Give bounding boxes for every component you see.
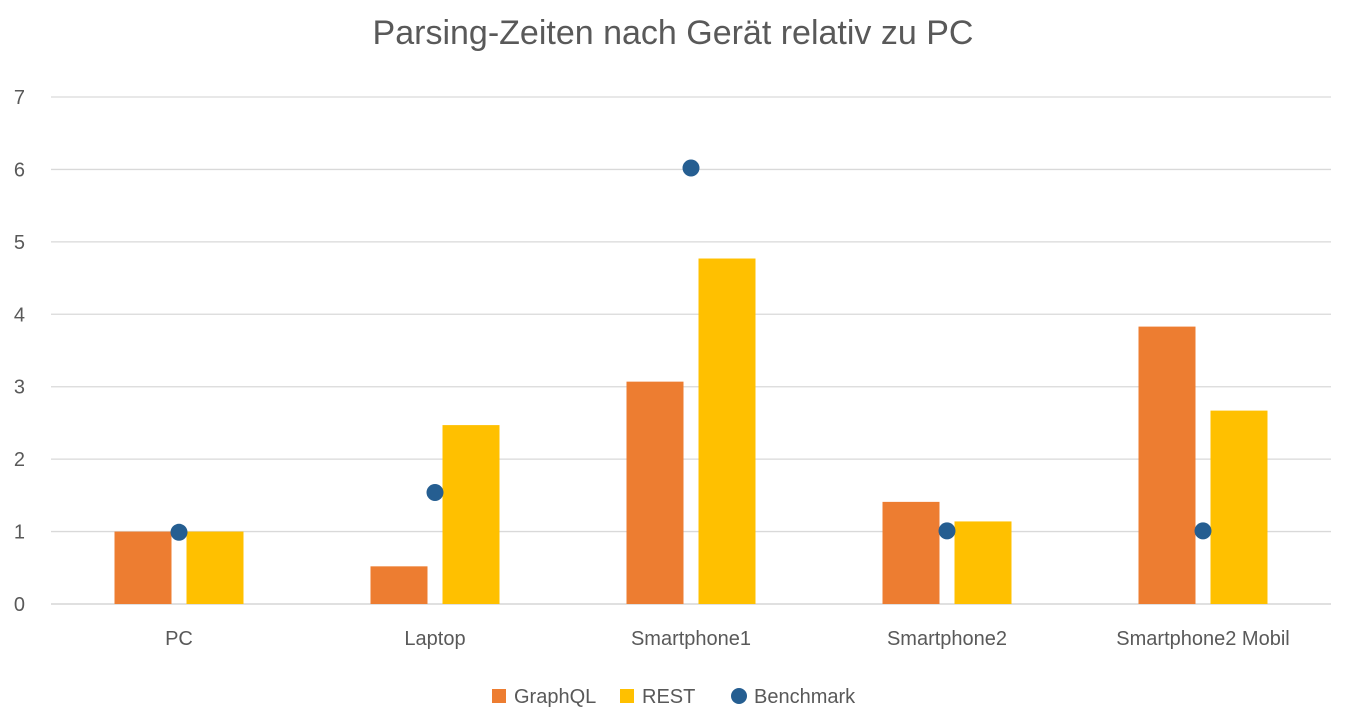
y-tick-label: 6 (14, 159, 25, 181)
x-tick-label: Smartphone1 (631, 628, 751, 650)
legend-swatch-rest (620, 689, 634, 703)
bar-rest-3 (954, 521, 1012, 604)
y-tick-label: 2 (14, 449, 25, 471)
bar-graphql-2 (626, 381, 684, 604)
legend-label-benchmark: Benchmark (754, 686, 856, 708)
x-tick-label: Smartphone2 Mobil (1116, 628, 1289, 650)
legend-label-rest: REST (642, 686, 695, 708)
bar-rest-0 (186, 531, 244, 604)
y-tick-label: 1 (14, 522, 25, 544)
bar-rest-4 (1210, 410, 1268, 604)
point-benchmark-0 (170, 523, 188, 541)
x-axis-ticks: PC Laptop Smartphone1 Smartphone2 Smartphone… (165, 628, 1290, 650)
bar-graphql-0 (114, 531, 172, 604)
y-axis-ticks: 0 1 2 3 4 5 6 7 (14, 87, 25, 616)
bar-graphql-4 (1138, 326, 1196, 604)
point-benchmark-1 (426, 483, 444, 501)
y-tick-label: 7 (14, 87, 25, 109)
point-benchmark-3 (938, 522, 956, 540)
bar-rest-1 (442, 425, 500, 604)
legend-label-graphql: GraphQL (514, 686, 596, 708)
bar-graphql-3 (882, 501, 940, 604)
y-tick-label: 4 (14, 304, 25, 326)
chart-title: Parsing-Zeiten nach Gerät relativ zu PC (372, 14, 974, 52)
legend-swatch-graphql (492, 689, 506, 703)
gridlines (51, 96, 1331, 605)
legend-swatch-benchmark (731, 688, 747, 704)
bar-rest-2 (698, 258, 756, 604)
benchmark-points (170, 159, 1212, 541)
x-tick-label: Laptop (404, 628, 465, 650)
bars (114, 258, 1268, 604)
x-tick-label: Smartphone2 (887, 628, 1007, 650)
point-benchmark-4 (1194, 522, 1212, 540)
y-tick-label: 3 (14, 377, 25, 399)
bar-graphql-1 (370, 566, 428, 604)
legend: GraphQL REST Benchmark (492, 686, 856, 708)
point-benchmark-2 (682, 159, 700, 177)
y-tick-label: 5 (14, 232, 25, 254)
x-tick-label: PC (165, 628, 193, 650)
y-tick-label: 0 (14, 594, 25, 616)
